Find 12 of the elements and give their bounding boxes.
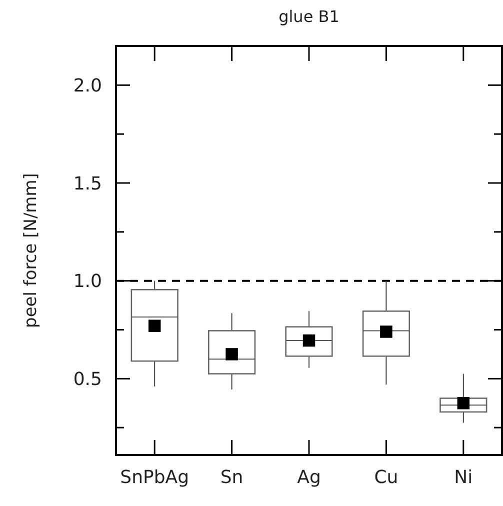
y-tick-label: 2.0	[73, 75, 102, 96]
x-tick-label: Sn	[220, 467, 244, 488]
y-axis-title: peel force [N/mm]	[21, 173, 41, 328]
y-tick-label: 1.5	[73, 173, 102, 194]
y-tick-label: 1.0	[73, 271, 102, 292]
chart-title: glue B1	[278, 7, 340, 26]
x-tick-label: SnPbAg	[120, 467, 190, 488]
y-tick-label: 0.5	[73, 368, 102, 390]
x-tick-label: Ni	[454, 467, 473, 488]
x-tick-label: Ag	[297, 467, 321, 488]
point	[148, 320, 161, 332]
x-tick-label: Cu	[374, 467, 398, 488]
